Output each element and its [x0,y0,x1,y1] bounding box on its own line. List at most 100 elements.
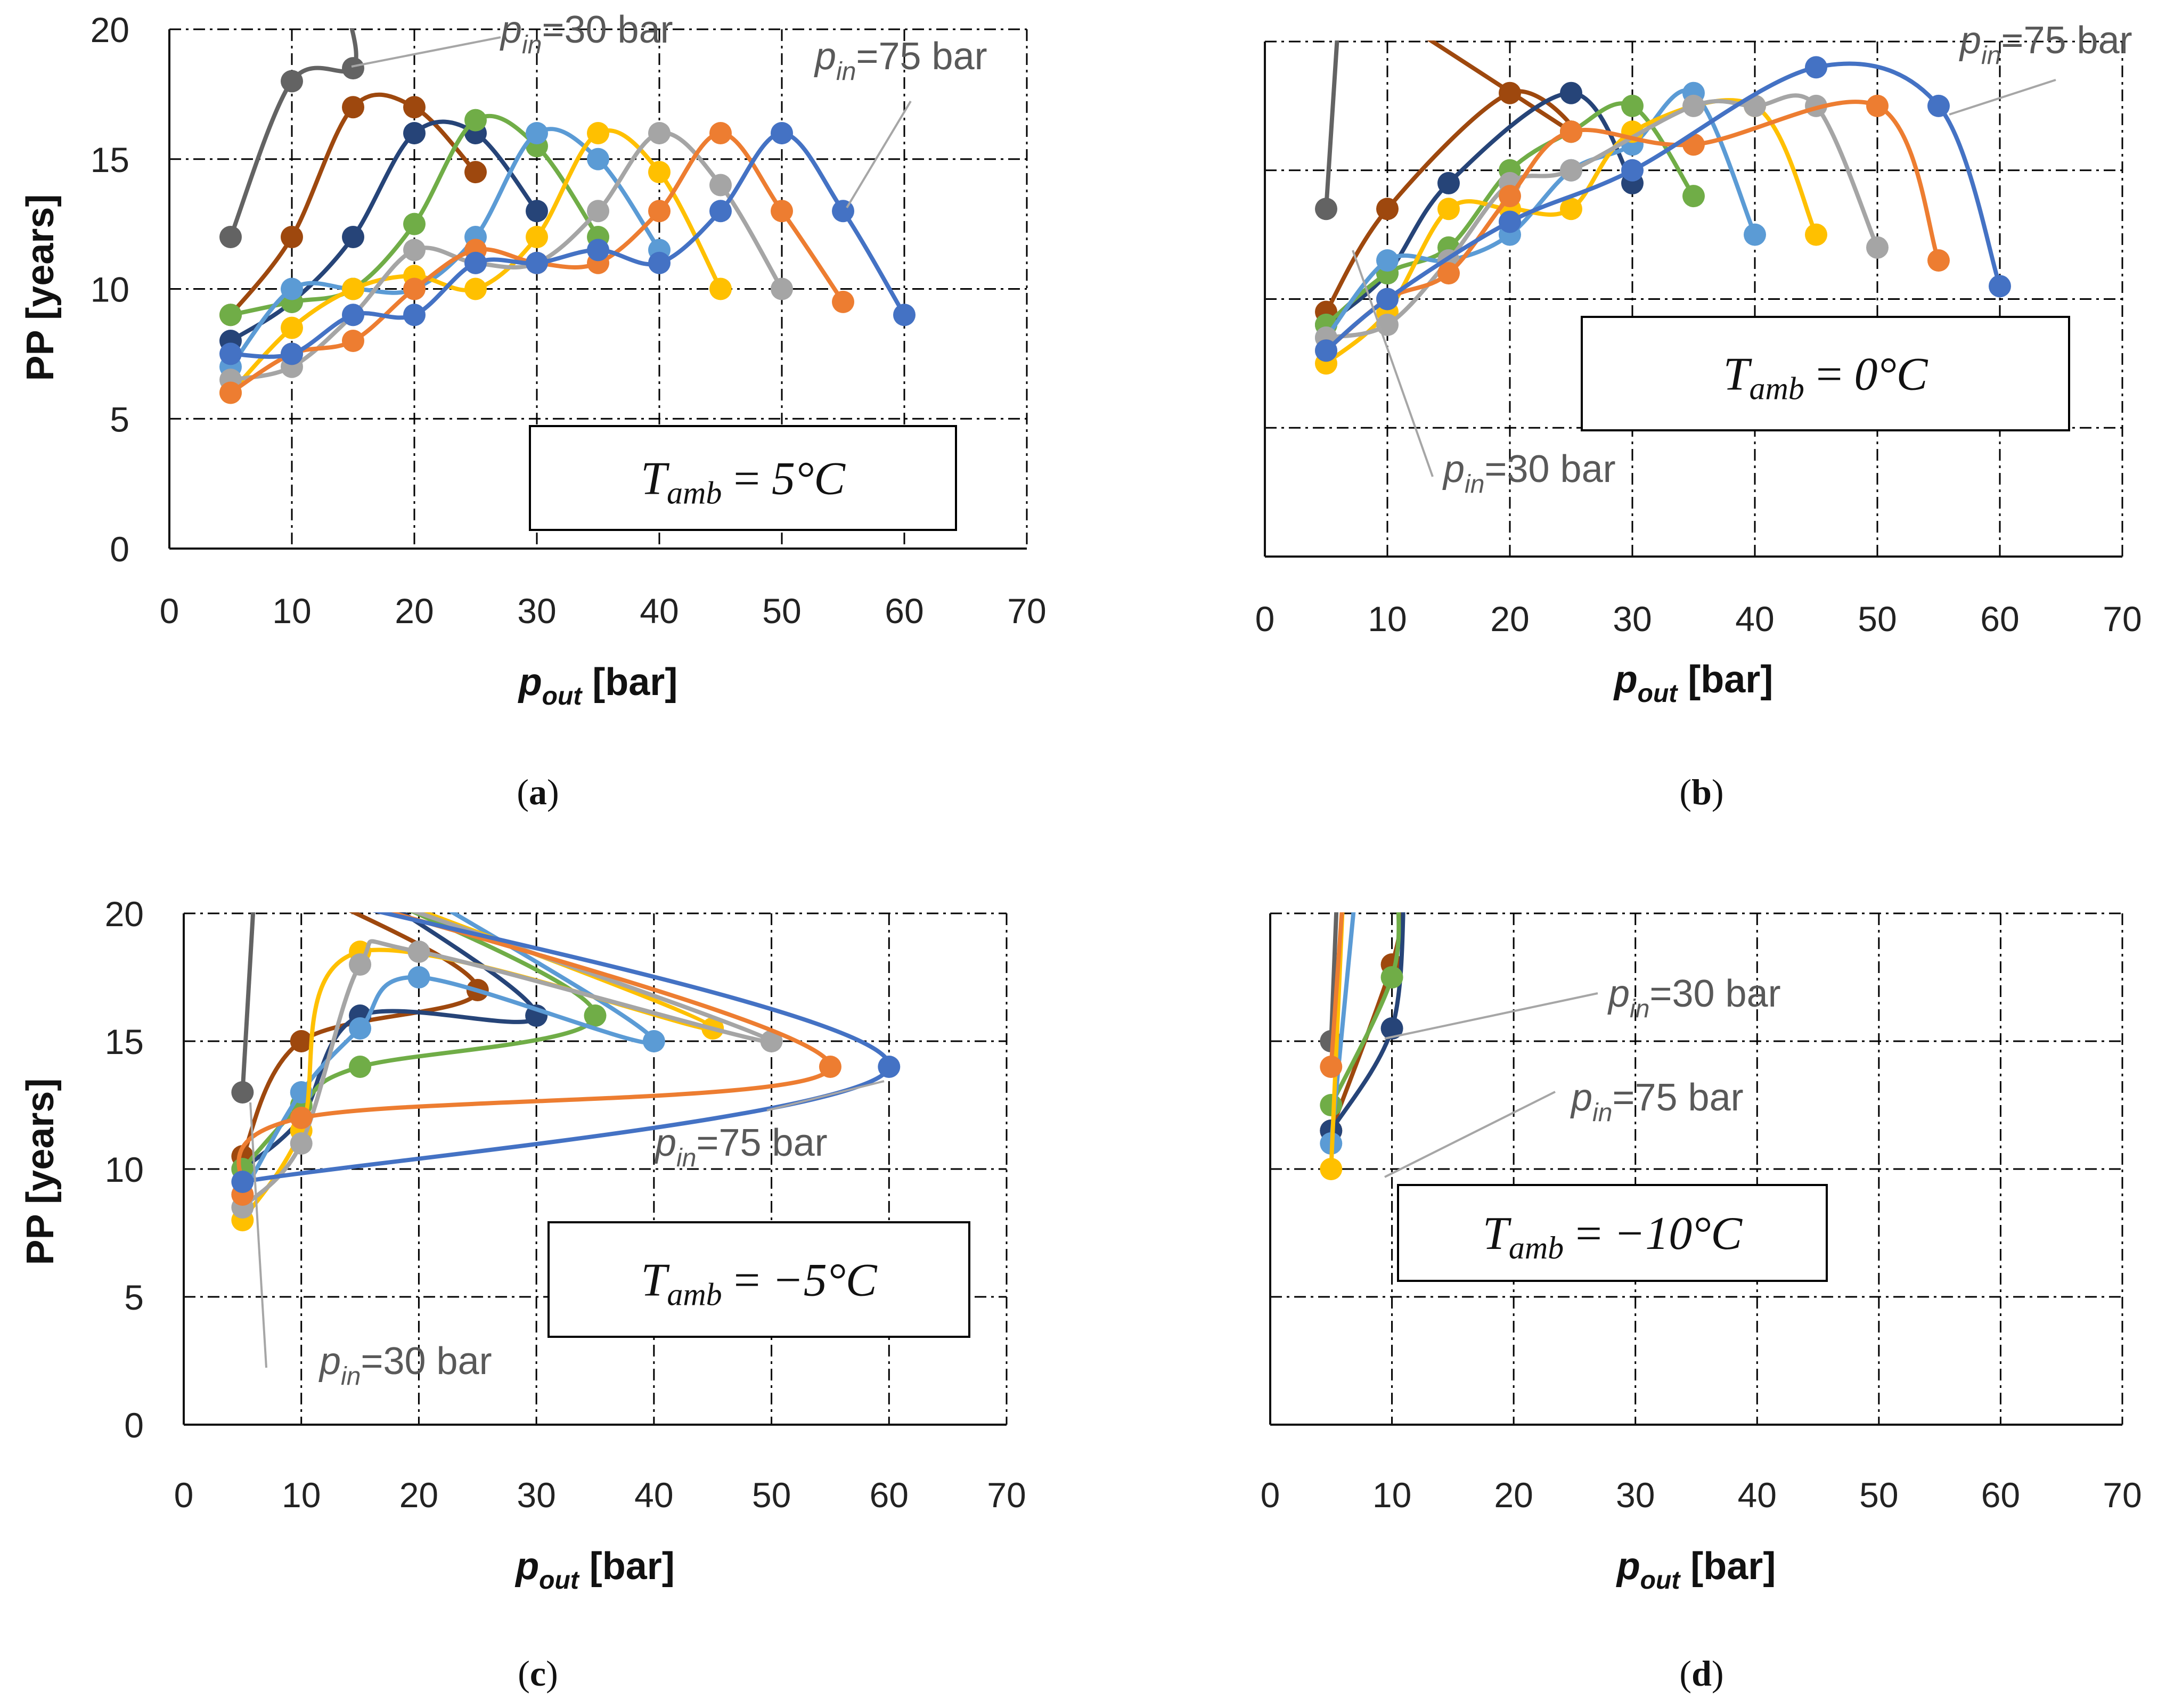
condition-text: Tamb = 5°C [641,453,846,511]
y-tick-label: 15 [91,140,129,179]
y-tick-label: 20 [91,10,129,50]
annotation-sub: in [1592,1099,1612,1127]
series-s4 [1320,912,1403,1116]
x-tick-label: 30 [1613,599,1652,639]
condition-box [529,425,957,531]
data-point [1621,94,1644,117]
panel-caption: (d) [1679,1653,1723,1694]
annotation-p: p [1607,973,1630,1015]
annotation-leader [1384,992,1598,1040]
data-point [464,251,487,274]
data-point [231,1081,254,1104]
data-point [587,200,609,223]
data-point [584,1004,607,1027]
x-axis-title-main: p [1613,658,1638,701]
annotation-leader [351,36,501,68]
data-point [1560,81,1582,104]
annotation-rest: =75 bar [856,35,987,78]
series-s3 [231,912,548,1180]
condition-eq: = [1564,1208,1614,1260]
data-point [403,122,426,144]
data-point [587,148,609,170]
x-axis-title-sub: out [542,682,583,710]
y-tick-label: 0 [110,529,129,569]
series-line [1324,40,1339,211]
annotation-label: pin=30 bar [500,9,673,59]
x-tick-label: 20 [1490,599,1529,639]
panel-caption-open: ( [1679,772,1691,812]
data-point [1927,94,1950,117]
x-tick-label: 20 [399,1475,438,1515]
x-tick-label: 0 [174,1475,194,1515]
x-axis-title-unit: [bar] [582,661,677,704]
panel-caption-letter: b [1691,772,1712,812]
data-point [403,239,426,261]
x-axis-title: pout [bar] [518,661,678,710]
data-point [587,239,609,261]
data-point [1744,223,1766,246]
x-tick-label: 40 [640,591,679,631]
panel-caption-open: ( [1679,1653,1691,1694]
x-tick-label: 0 [160,591,179,631]
data-point [219,381,242,404]
annotation-p: p [814,35,836,78]
condition-sub: amb [667,476,722,511]
data-point [1805,56,1827,79]
data-point [893,304,916,326]
annotation-leader [1949,79,2056,116]
data-point [1560,198,1582,220]
x-axis-title: pout [bar] [1613,658,1773,708]
annotation-p: p [654,1122,676,1164]
data-point [587,122,609,144]
data-point [1437,198,1460,220]
data-point [281,226,303,248]
series-line [240,912,256,1094]
annotation-p: p [1442,448,1465,491]
data-point [464,161,487,184]
series-line [1324,61,2002,353]
y-tick-label: 10 [105,1150,144,1189]
annotation-sub: in [1981,42,2001,70]
annotation-sub: in [836,58,856,86]
condition-text: Tamb = −5°C [641,1255,878,1312]
data-point [403,277,426,300]
data-point [290,1132,313,1155]
x-tick-label: 30 [1616,1475,1655,1515]
x-tick-label: 10 [1372,1475,1411,1515]
condition-box [1581,316,2070,431]
annotation-p: p [318,1340,341,1383]
annotation-leader [766,1080,885,1112]
data-point [771,277,793,300]
annotation-sub: in [522,31,542,59]
data-point [403,304,426,326]
series-s9 [1315,56,2011,362]
condition-sub: amb [1509,1230,1564,1265]
x-tick-label: 0 [1255,599,1275,639]
x-tick-label: 50 [752,1475,791,1515]
annotation-sub: in [676,1144,696,1172]
series-s8 [1320,912,1344,1078]
x-axis-title-sub: out [1640,1566,1681,1595]
y-tick-label: 15 [105,1022,144,1061]
annotation-sub: in [1630,995,1649,1023]
annotation-rest: =30 bar [1484,448,1615,491]
annotation-rest: =75 bar [696,1122,827,1164]
data-point [342,226,364,248]
panel-caption-letter: d [1691,1653,1712,1694]
condition-var: T [641,453,670,505]
data-point [648,251,671,274]
panel-caption-close: ) [546,1653,558,1694]
x-tick-label: 40 [1735,599,1774,639]
x-axis-title-main: p [518,661,542,704]
data-point [1866,94,1889,117]
data-point [1621,159,1644,182]
annotation-leader [1352,250,1434,477]
data-point [281,316,303,339]
condition-eq: = [722,1255,772,1306]
data-point [1376,288,1399,310]
data-point [709,122,732,144]
data-point [342,96,364,119]
data-point [1499,81,1521,104]
data-point [1437,262,1460,285]
